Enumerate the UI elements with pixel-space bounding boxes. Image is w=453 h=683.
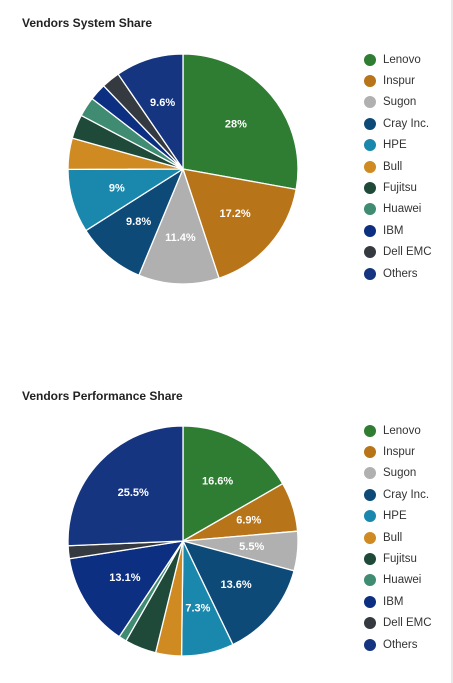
legend-label: Others: [383, 638, 418, 651]
legend-label: Lenovo: [383, 424, 421, 437]
slice-label-hpe: 7.3%: [185, 602, 210, 614]
legend-item-dell-emc: Dell EMC: [364, 242, 432, 263]
legend-label: Inspur: [383, 446, 415, 459]
slice-label-others: 25.5%: [118, 487, 149, 499]
legend-item-dell-emc: Dell EMC: [364, 613, 432, 634]
legend-swatch: [364, 488, 376, 501]
legend-swatch: [364, 510, 376, 523]
legend-swatch: [364, 574, 376, 587]
pie-slice-others: [67, 425, 184, 547]
legend-label: Bull: [383, 160, 403, 173]
system-share-chart: Vendors System Share 28% 17.2% 11.4% 9.8% 9%…: [0, 16, 453, 316]
chart-legend: Lenovo Inspur Sugon Cray Inc. HPE Bull Fujitsu…: [364, 49, 432, 284]
legend-item-ibm: IBM: [364, 591, 432, 612]
legend-label: HPE: [383, 139, 407, 152]
legend-item-cray-inc: Cray Inc.: [364, 484, 432, 505]
legend-label: Cray Inc.: [383, 488, 430, 501]
legend-swatch: [364, 96, 376, 109]
slice-label-inspur: 17.2%: [219, 208, 250, 220]
slice-label-inspur: 6.9%: [236, 514, 261, 526]
legend-item-hpe: HPE: [364, 506, 432, 527]
legend-label: Lenovo: [383, 53, 421, 66]
chart-title: Vendors Performance Share: [22, 389, 183, 403]
slice-label-sugon: 11.4%: [165, 232, 196, 244]
legend-swatch: [364, 595, 376, 608]
legend-item-hpe: HPE: [364, 135, 432, 156]
legend-swatch: [364, 53, 376, 66]
slice-label-cray-inc: 13.6%: [220, 579, 251, 591]
legend-swatch: [364, 75, 376, 88]
slice-label-others: 9.6%: [150, 97, 175, 109]
legend-label: Bull: [383, 531, 403, 544]
pie-slice-inspur: [182, 168, 297, 279]
legend-item-cray-inc: Cray Inc.: [364, 113, 432, 134]
pie-slice-sugon: [138, 168, 220, 285]
legend-label: Others: [383, 267, 418, 280]
page-right-border: [451, 0, 453, 683]
legend-label: HPE: [383, 510, 407, 523]
slice-label-hpe: 9%: [109, 182, 125, 194]
legend-item-huawei: Huawei: [364, 199, 432, 220]
performance-share-chart: Vendors Performance Share 16.6% 6.9% 5.5% 1…: [0, 389, 453, 683]
legend-swatch: [364, 424, 376, 437]
pie-slice-ibm: [68, 540, 184, 638]
legend-item-others: Others: [364, 263, 432, 284]
legend-item-inspur: Inspur: [364, 70, 432, 91]
legend-swatch: [364, 553, 376, 566]
legend-swatch: [364, 446, 376, 459]
legend-label: IBM: [383, 595, 404, 608]
pie-chart: 28% 17.2% 11.4% 9.8% 9% 9.6%: [67, 53, 299, 285]
slice-label-lenovo: 16.6%: [202, 475, 233, 487]
legend-swatch: [364, 224, 376, 237]
legend-item-huawei: Huawei: [364, 570, 432, 591]
legend-swatch: [364, 117, 376, 130]
slice-label-cray-inc: 9.8%: [126, 216, 151, 228]
legend-item-bull: Bull: [364, 156, 432, 177]
legend-label: Sugon: [383, 96, 417, 109]
legend-item-others: Others: [364, 634, 432, 655]
legend-item-lenovo: Lenovo: [364, 49, 432, 70]
legend-item-sugon: Sugon: [364, 463, 432, 484]
slice-label-lenovo: 28%: [225, 119, 247, 131]
legend-label: IBM: [383, 224, 404, 237]
legend-label: Cray Inc.: [383, 117, 430, 130]
legend-swatch: [364, 617, 376, 630]
legend-swatch: [364, 182, 376, 195]
pie-chart: 16.6% 6.9% 5.5% 13.6% 7.3% 13.1% 25.5%: [67, 425, 299, 657]
slice-label-sugon: 5.5%: [239, 541, 264, 553]
legend-swatch: [364, 531, 376, 544]
pie-slice-cray-inc: [182, 540, 295, 646]
legend-swatch: [364, 160, 376, 173]
pie-slice-lenovo: [182, 425, 284, 542]
legend-swatch: [364, 203, 376, 216]
legend-label: Fujitsu: [383, 553, 417, 566]
legend-swatch: [364, 246, 376, 259]
legend-item-ibm: IBM: [364, 220, 432, 241]
pie-slice-others: [117, 53, 184, 170]
legend-swatch: [364, 139, 376, 152]
legend-label: Dell EMC: [383, 246, 432, 259]
legend-swatch: [364, 638, 376, 651]
chart-legend: Lenovo Inspur Sugon Cray Inc. HPE Bull Fujitsu…: [364, 420, 432, 655]
legend-swatch: [364, 267, 376, 280]
legend-item-bull: Bull: [364, 527, 432, 548]
chart-title: Vendors System Share: [22, 16, 153, 30]
legend-label: Fujitsu: [383, 182, 417, 195]
legend-swatch: [364, 467, 376, 480]
legend-item-sugon: Sugon: [364, 92, 432, 113]
slice-label-ibm: 13.1%: [109, 572, 140, 584]
legend-label: Dell EMC: [383, 617, 432, 630]
pie-slice-lenovo: [182, 53, 299, 191]
legend-label: Huawei: [383, 574, 422, 587]
legend-label: Inspur: [383, 75, 415, 88]
legend-item-lenovo: Lenovo: [364, 420, 432, 441]
legend-item-inspur: Inspur: [364, 441, 432, 462]
legend-item-fujitsu: Fujitsu: [364, 548, 432, 569]
legend-label: Huawei: [383, 203, 422, 216]
legend-item-fujitsu: Fujitsu: [364, 177, 432, 198]
legend-label: Sugon: [383, 467, 417, 480]
